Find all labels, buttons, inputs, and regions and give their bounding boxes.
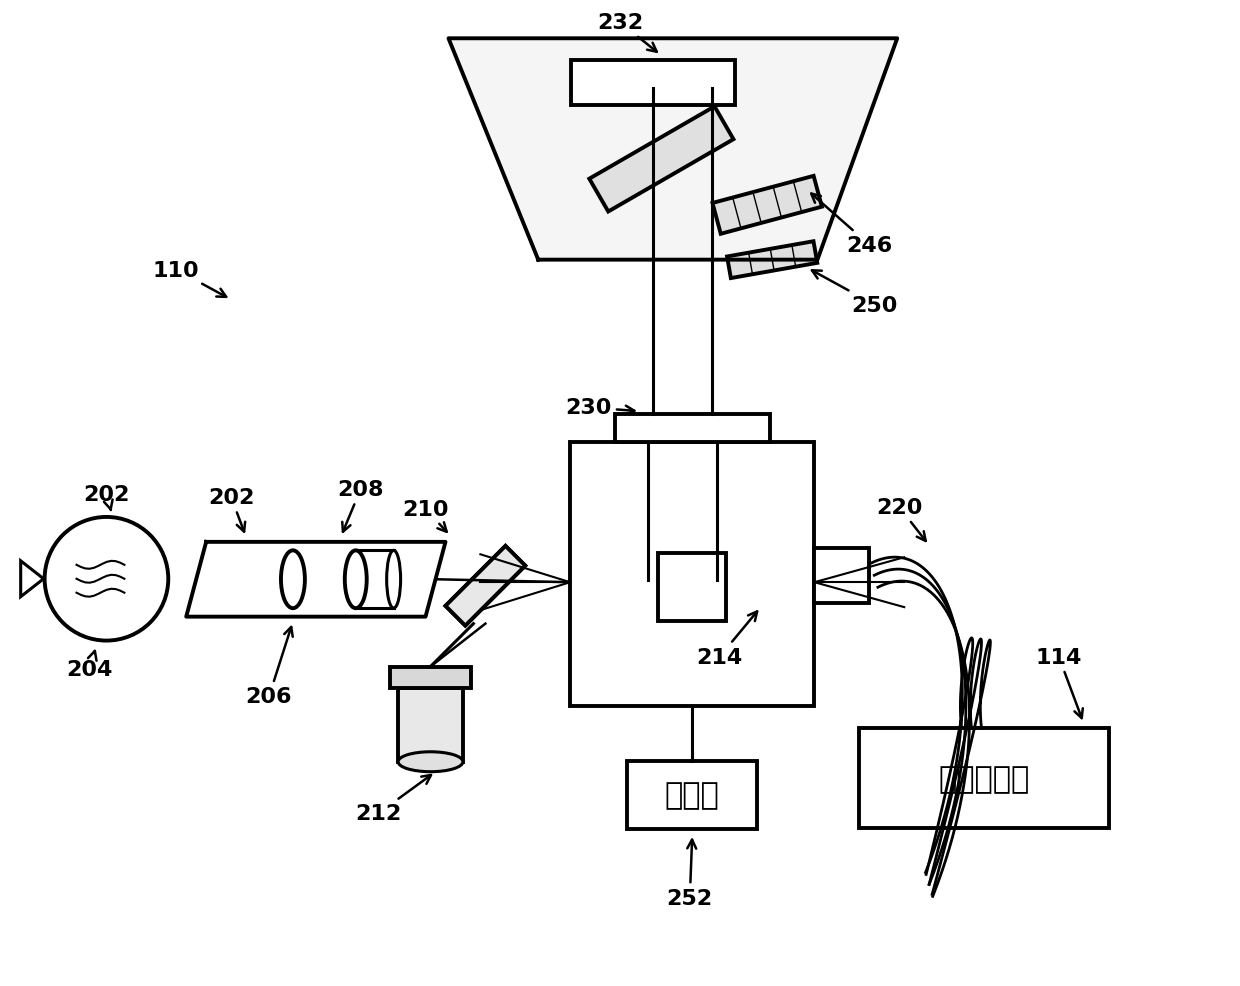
- Text: 250: 250: [812, 271, 898, 316]
- Ellipse shape: [387, 551, 401, 608]
- Polygon shape: [186, 542, 445, 617]
- Text: 210: 210: [402, 500, 449, 532]
- Text: 202: 202: [208, 487, 254, 532]
- Polygon shape: [727, 242, 817, 279]
- Text: 220: 220: [875, 498, 926, 541]
- Bar: [615, 415, 770, 443]
- Bar: [658, 553, 727, 621]
- Text: 246: 246: [811, 194, 893, 255]
- Text: 232: 232: [596, 14, 657, 52]
- Text: 202: 202: [83, 484, 130, 511]
- Polygon shape: [445, 546, 526, 626]
- Ellipse shape: [345, 551, 367, 608]
- Bar: [398, 689, 463, 762]
- Ellipse shape: [398, 752, 463, 772]
- Bar: [570, 61, 735, 106]
- Polygon shape: [589, 107, 734, 212]
- Circle shape: [45, 518, 169, 641]
- Bar: [570, 443, 815, 707]
- Text: 114: 114: [1035, 647, 1083, 719]
- Text: 252: 252: [667, 840, 713, 908]
- Text: 212: 212: [356, 775, 432, 823]
- Text: 208: 208: [337, 479, 384, 532]
- Polygon shape: [713, 176, 822, 235]
- Polygon shape: [449, 39, 898, 260]
- Text: 214: 214: [697, 611, 758, 667]
- Text: 计算机: 计算机: [665, 781, 719, 810]
- Bar: [815, 548, 869, 603]
- Text: 204: 204: [66, 651, 113, 678]
- Bar: [627, 761, 758, 829]
- Polygon shape: [445, 546, 526, 626]
- Bar: [859, 729, 1109, 828]
- Ellipse shape: [281, 551, 305, 608]
- Text: 230: 230: [565, 397, 635, 418]
- Text: 110: 110: [153, 260, 226, 298]
- Text: 206: 206: [246, 627, 293, 707]
- Bar: [391, 667, 471, 689]
- Text: 参考校准源: 参考校准源: [939, 764, 1029, 793]
